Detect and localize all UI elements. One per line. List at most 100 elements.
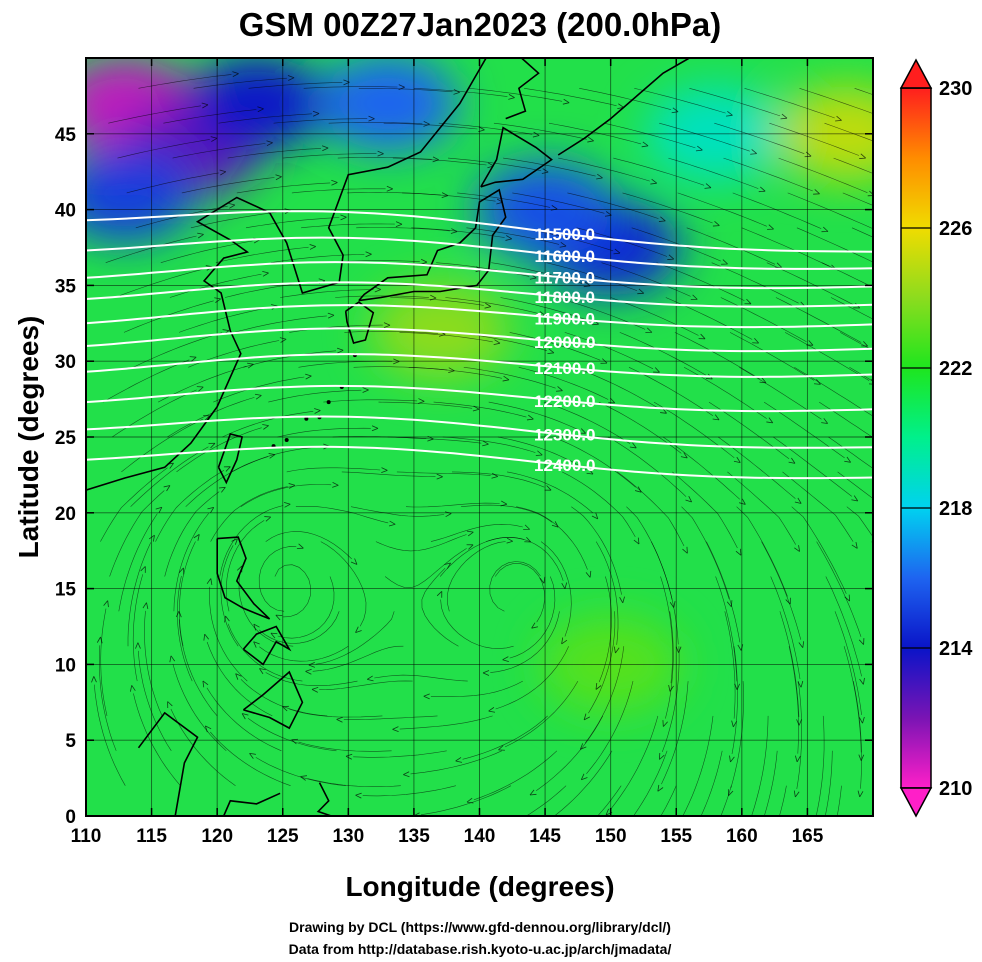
streamline (730, 681, 744, 788)
streamline-arrow (634, 486, 642, 493)
streamline (390, 297, 484, 306)
streamline (626, 506, 673, 600)
streamline (289, 708, 383, 718)
streamline-arrow (735, 548, 742, 556)
streamline (328, 122, 423, 125)
streamline-arrow (524, 536, 532, 543)
streamline (553, 750, 613, 816)
streamline (588, 611, 616, 714)
streamline (558, 157, 650, 182)
streamline-arrow (794, 545, 800, 552)
streamline (274, 564, 312, 618)
island (304, 416, 309, 421)
streamline (451, 471, 545, 488)
streamline-arrow (813, 379, 821, 385)
streamline (486, 536, 564, 581)
streamline-arrow (142, 602, 149, 610)
streamline-arrow (381, 467, 388, 473)
streamline (763, 750, 778, 816)
streamline (178, 619, 218, 717)
streamline (438, 122, 533, 135)
y-axis: 0 5 10 15 20 25 30 35 40 45 (55, 125, 873, 828)
streamline (118, 513, 158, 612)
streamline-arrow (677, 849, 685, 857)
coastline-sulawesi (222, 792, 281, 816)
streamline-arrow (228, 202, 236, 209)
streamline (225, 520, 265, 612)
streamline-arrow (671, 107, 679, 114)
streamline (392, 157, 487, 166)
streamline (799, 88, 873, 114)
streamline-arrow (679, 880, 687, 888)
coastlines (86, 58, 690, 816)
streamline (268, 389, 362, 403)
streamline (552, 436, 636, 488)
colorbar-ramp (900, 87, 932, 789)
streamline-arrow (676, 818, 683, 826)
streamline-arrow (641, 141, 649, 148)
streamline (761, 541, 802, 640)
streamline (843, 646, 862, 753)
streamline-arrow (193, 534, 200, 541)
streamline (617, 471, 685, 547)
island (284, 438, 289, 443)
streamline (489, 561, 541, 612)
streamline-arrow (680, 452, 688, 459)
streamline-arrow (206, 578, 213, 585)
streamline-arrow (633, 537, 640, 545)
streamline-arrow (332, 482, 339, 488)
streamline-arrow (579, 743, 587, 750)
streamline-arrow (844, 456, 852, 463)
streamline-arrow (685, 496, 693, 503)
streamline (312, 645, 404, 672)
streamline (117, 139, 210, 159)
x-tick-label: 115 (136, 826, 167, 847)
streamline-arrow (775, 262, 782, 268)
streamline-arrow (858, 754, 865, 761)
streamline-arrow (604, 211, 612, 217)
streamline (94, 684, 126, 786)
streamline-arrow (804, 151, 812, 158)
streamline (130, 446, 209, 507)
streamline-arrow (712, 414, 720, 421)
streamline-arrow (531, 622, 539, 629)
streamline (420, 785, 512, 816)
streamline (220, 545, 239, 647)
streamline (619, 332, 707, 376)
streamline-arrow (321, 145, 329, 152)
streamline-arrow (876, 228, 883, 235)
streamline (711, 262, 799, 304)
streamline-arrow (585, 570, 592, 578)
streamline-arrow (726, 110, 733, 117)
streamline-arrow (264, 516, 272, 522)
streamline-arrow (759, 377, 767, 384)
streamline-arrow (189, 356, 197, 362)
streamline-arrow (844, 594, 850, 602)
streamline-arrow (794, 497, 802, 504)
streamline (561, 471, 636, 538)
streamline (433, 401, 527, 418)
streamline-arrow (964, 303, 971, 310)
colorbar-tick-label: 226 (939, 218, 972, 240)
streamline (240, 484, 332, 507)
streamline-arrow (978, 192, 982, 199)
y-tick-label: 40 (55, 201, 76, 222)
streamline (430, 680, 523, 697)
contour-label: 12000.0 (534, 333, 595, 352)
streamline (788, 646, 799, 754)
streamline (399, 332, 493, 343)
contour-label: 12300.0 (534, 426, 595, 445)
streamline (700, 750, 723, 816)
streamline (255, 757, 346, 786)
streamline-arrow (300, 775, 307, 781)
streamline-arrow (502, 656, 509, 662)
streamline (468, 88, 563, 102)
streamline (410, 750, 502, 775)
streamline-arrow (933, 416, 941, 423)
streamline (399, 715, 493, 730)
streamline (413, 88, 508, 97)
streamline-arrow (388, 520, 396, 527)
streamline (604, 122, 696, 149)
